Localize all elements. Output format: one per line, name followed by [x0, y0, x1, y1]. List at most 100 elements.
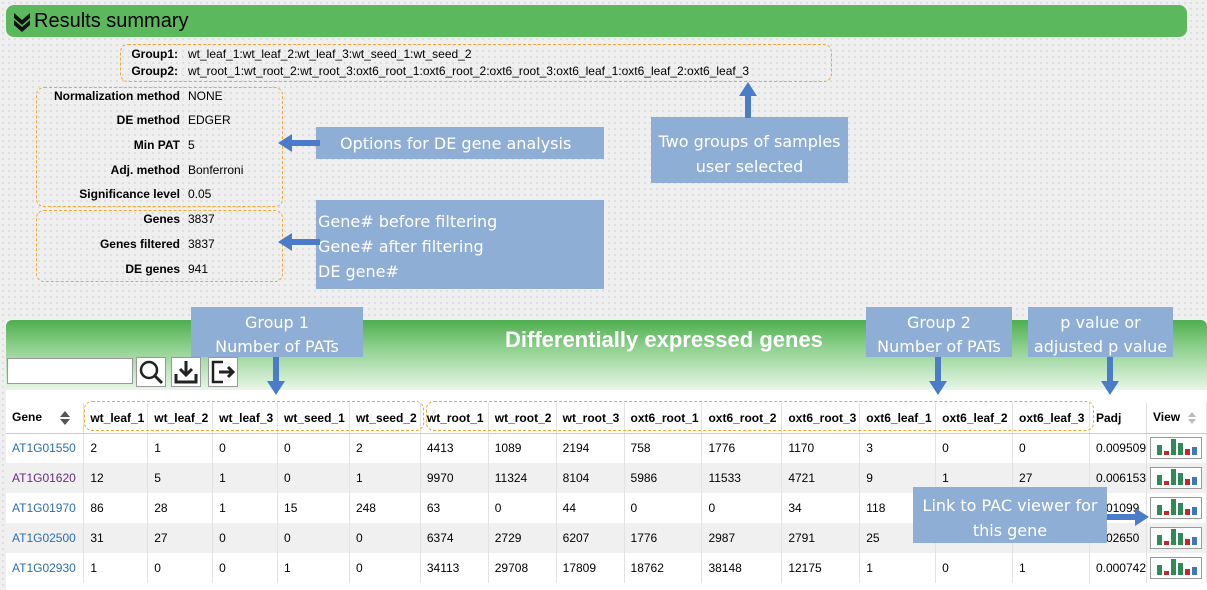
table-cell: 18762	[624, 553, 703, 583]
arrow-up-icon	[739, 82, 757, 118]
count-value: 3837	[188, 237, 215, 251]
pac-viewer-thumbnail-icon[interactable]	[1150, 527, 1202, 549]
thumbnail-bar	[1164, 541, 1169, 545]
pac-viewer-thumbnail-icon[interactable]	[1150, 497, 1202, 519]
table-cell: 0	[488, 493, 557, 523]
option-value: 5	[188, 138, 195, 152]
table-cell: 1	[859, 553, 937, 583]
view-cell	[1146, 553, 1207, 583]
thumbnail-bar	[1171, 529, 1176, 545]
gene-link[interactable]: AT1G02930	[6, 553, 85, 583]
column-header[interactable]: wt_root_3	[556, 403, 625, 434]
column-header[interactable]: wt_leaf_1	[83, 403, 149, 434]
view-cell	[1146, 523, 1207, 553]
column-header[interactable]: oxt6_leaf_1	[859, 403, 937, 434]
group2-callout-line1: Group 2	[907, 313, 971, 332]
results-summary-header[interactable]: Results summary	[6, 5, 1187, 37]
thumbnail-bar	[1178, 533, 1183, 545]
viewer-callout: Link to PAC viewer for this gene	[913, 487, 1107, 543]
column-header-gene[interactable]: Gene	[6, 403, 85, 434]
column-header[interactable]: oxt6_leaf_2	[935, 403, 1014, 434]
column-header[interactable]: wt_leaf_3	[212, 403, 279, 434]
de-genes-table: Gene wt_leaf_1 wt_leaf_2 wt_leaf_3 wt_se…	[6, 403, 1207, 583]
thumbnail-bar	[1192, 537, 1197, 545]
table-cell: 17809	[556, 553, 625, 583]
search-input[interactable]	[7, 358, 133, 384]
column-header-padj[interactable]: Padj	[1089, 403, 1148, 434]
table-cell: 0	[147, 553, 214, 583]
thumbnail-bar	[1185, 539, 1190, 545]
table-row: AT1G01970 86 28 1 15 248 63 0 44 0 0 34 118 0.01099	[6, 493, 1207, 523]
table-cell: 28	[147, 493, 214, 523]
column-header[interactable]: oxt6_root_1	[624, 403, 703, 434]
table-cell: 11533	[701, 463, 783, 493]
table-cell: 0	[701, 493, 783, 523]
table-cell: 1776	[701, 433, 783, 463]
thumbnail-bar	[1171, 469, 1176, 485]
table-cell: 1	[147, 433, 214, 463]
padj-cell: 0.009509	[1089, 433, 1148, 463]
padj-cell: 0.000742	[1089, 553, 1148, 583]
thumbnail-bar	[1164, 511, 1169, 515]
groups-callout: Two groups of samples user selected	[651, 117, 848, 183]
gene-link[interactable]: AT1G01550	[6, 433, 85, 463]
thumbnail-bar	[1178, 473, 1183, 485]
column-header[interactable]: oxt6_leaf_3	[1012, 403, 1090, 434]
table-cell: 12	[83, 463, 149, 493]
pac-viewer-thumbnail-icon[interactable]	[1150, 557, 1202, 579]
column-header[interactable]: wt_root_2	[488, 403, 557, 434]
table-cell: 3	[859, 433, 937, 463]
table-cell: 2987	[701, 523, 783, 553]
table-cell: 0	[212, 553, 279, 583]
export-icon	[211, 360, 236, 384]
sort-icon[interactable]	[59, 410, 71, 426]
counts-box	[36, 210, 283, 282]
table-cell: 86	[83, 493, 149, 523]
column-header-view[interactable]: View	[1146, 403, 1207, 434]
counts-callout: Gene# before filtering Gene# after filte…	[316, 200, 604, 289]
column-header[interactable]: oxt6_root_3	[781, 403, 861, 434]
column-header[interactable]: wt_seed_2	[349, 403, 421, 434]
table-cell: 5986	[624, 463, 703, 493]
thumbnail-bar	[1192, 447, 1197, 456]
thumbnail-bar	[1178, 503, 1183, 515]
table-cell: 0	[935, 433, 1014, 463]
group2-value: wt_root_1:wt_root_2:wt_root_3:oxt6_root_…	[188, 64, 750, 78]
table-cell: 0	[624, 493, 703, 523]
gene-link[interactable]: AT1G01620	[6, 463, 85, 493]
table-cell: 8104	[556, 463, 625, 493]
column-header[interactable]: oxt6_root_2	[701, 403, 783, 434]
export-button[interactable]	[208, 357, 238, 387]
table-cell: 2194	[556, 433, 625, 463]
table-cell: 1	[277, 553, 350, 583]
group1-callout-line1: Group 1	[245, 313, 309, 332]
count-label: Genes	[143, 212, 180, 226]
viewer-callout-line1: Link to PAC viewer for	[922, 496, 1098, 515]
search-button[interactable]	[136, 357, 166, 387]
groups-box	[120, 44, 832, 82]
arrow-down-icon	[1101, 357, 1119, 395]
pac-viewer-thumbnail-icon[interactable]	[1150, 467, 1202, 489]
gene-link[interactable]: AT1G01970	[6, 493, 85, 523]
thumbnail-bar	[1164, 571, 1169, 575]
column-header[interactable]: wt_leaf_2	[147, 403, 214, 434]
table-header-row: Gene wt_leaf_1 wt_leaf_2 wt_leaf_3 wt_se…	[6, 403, 1207, 434]
view-cell	[1146, 433, 1207, 463]
download-button[interactable]	[171, 357, 201, 387]
view-cell	[1146, 493, 1207, 523]
table-cell: 1	[349, 463, 421, 493]
group1-callout: Group 1 Number of PATs	[191, 307, 363, 357]
thumbnail-bar	[1157, 565, 1162, 575]
thumbnail-bar	[1192, 507, 1197, 515]
sort-icon[interactable]	[1187, 411, 1197, 425]
option-label: Min PAT	[133, 138, 180, 152]
pac-viewer-thumbnail-icon[interactable]	[1150, 437, 1202, 460]
column-header[interactable]: wt_seed_1	[277, 403, 350, 434]
table-cell: 1	[83, 553, 149, 583]
double-chevron-down-icon[interactable]	[10, 9, 34, 33]
thumbnail-bar	[1171, 499, 1176, 515]
gene-link[interactable]: AT1G02500	[6, 523, 85, 553]
table-cell: 6374	[420, 523, 489, 553]
group2-label: Group2:	[131, 64, 178, 78]
table-cell: 0	[935, 553, 1014, 583]
